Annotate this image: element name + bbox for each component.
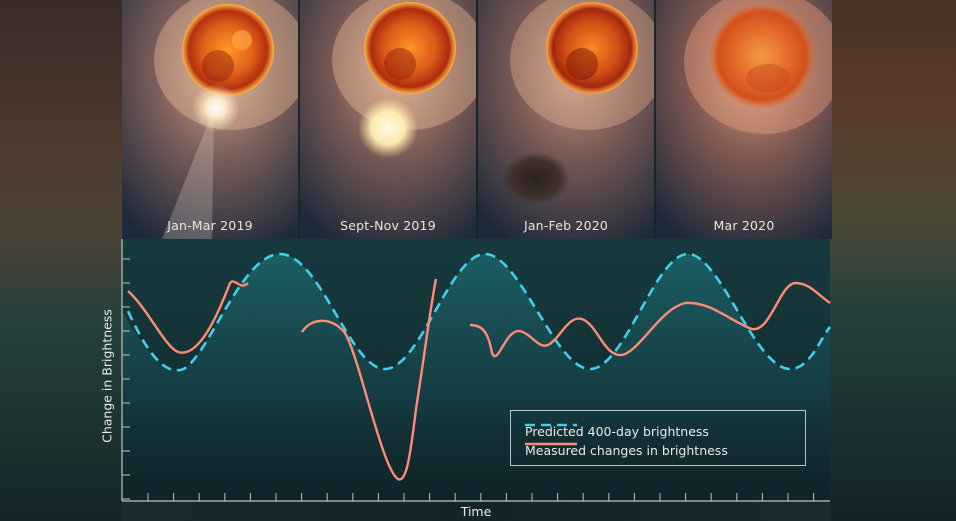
legend-item-measured: Measured changes in brightness [525, 441, 728, 459]
star-illustration [300, 0, 476, 239]
panel-mar-2020: Mar 2020 [656, 0, 832, 239]
legend-label: Predicted 400-day brightness [525, 423, 709, 439]
panel-label: Jan-Mar 2019 [167, 218, 253, 233]
left-background-glow [0, 0, 122, 521]
legend-item-predicted: Predicted 400-day brightness [525, 422, 709, 440]
panel-label: Jan-Feb 2020 [523, 218, 609, 233]
star-illustration [478, 0, 654, 239]
brightness-chart: Predicted 400-day brightness Measured ch… [0, 239, 956, 521]
star-illustration-strip: Jan-Mar 2019 [122, 0, 832, 239]
y-axis-label: Change in Brightness [99, 309, 115, 443]
y-axis-ticks [122, 258, 130, 500]
panel-jan-feb-2020: Jan-Feb 2020 [478, 0, 654, 239]
predicted-area-fill [122, 254, 830, 501]
panel-jan-mar-2019: Jan-Mar 2019 [122, 0, 298, 239]
measured-brightness-curve-segment-3 [469, 281, 831, 358]
star-illustration [122, 0, 298, 239]
panel-label: Mar 2020 [713, 218, 775, 233]
legend-swatch-solid [525, 442, 577, 446]
panel-label: Sept-Nov 2019 [340, 218, 436, 233]
chart-legend: Predicted 400-day brightness Measured ch… [510, 410, 806, 466]
measured-brightness-curve-segment-1 [127, 280, 249, 354]
x-axis-ticks [147, 493, 815, 501]
right-background-glow [830, 0, 956, 521]
chart-plot [121, 239, 832, 502]
legend-label: Measured changes in brightness [525, 442, 728, 458]
measured-brightness-curve-segment-2 [300, 278, 438, 481]
legend-swatch-dashed [525, 423, 577, 427]
star-illustration [656, 0, 832, 239]
panel-sept-nov-2019: Sept-Nov 2019 [300, 0, 476, 239]
x-axis-label: Time [460, 504, 492, 519]
